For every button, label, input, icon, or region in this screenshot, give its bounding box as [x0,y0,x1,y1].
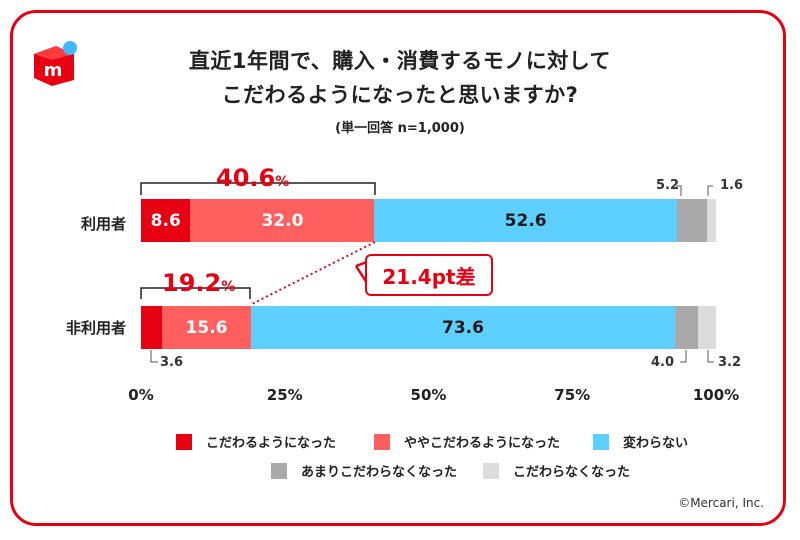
legend-swatch [593,433,609,450]
leader-5-2 [676,185,682,196]
bar-segment-r1-s1: 15.6 [161,306,252,349]
chart-subtitle: (単一回答 n=1,000) [335,121,465,136]
legend-item: こだわらなくなった [483,461,630,480]
total-label-users: 40.6% [216,164,290,192]
bar-segment-r0-s3 [676,199,707,242]
legend-swatch [271,462,287,479]
leader-3-6 [150,350,158,363]
leader-1-6 [707,185,713,196]
bar-value-label-r1-s0: 3.6 [160,355,184,370]
legend-label: あまりこだわらなくなった [301,465,458,480]
legend-item: こだわるようになった [176,432,336,451]
total-label-non-users: 19.2% [162,269,236,297]
row-label-users: 利用者 [80,215,126,233]
legend-item: ややこだわるようになった [374,432,560,451]
bar-value-label-r0-s4: 1.6 [720,178,744,193]
difference-connector [249,241,376,306]
mercari-logo-icon: m [34,41,77,86]
bar-segment-r0-s0: 8.6 [141,199,191,242]
legend-item: 変わらない [593,432,688,451]
bar-value-label-r0-s3: 5.2 [656,178,680,193]
x-tick-label: 100% [692,386,740,404]
legend-label: 変わらない [623,436,689,451]
bar-value-label-r1-s4: 3.2 [718,355,742,370]
bar-segment-r0-s2: 52.6 [374,199,677,242]
x-tick-label: 0% [128,386,154,404]
leader-4-0 [680,350,687,363]
x-tick-label: 50% [410,386,447,404]
legend-label: こだわるようになった [206,436,337,451]
chart-title-line1: 直近1年間で、購入・消費するモノに対して [188,49,612,73]
x-tick-label: 25% [266,386,303,404]
svg-text:m: m [44,60,63,81]
leader-3-2 [707,350,714,363]
chart-title-line2: こだわるようになったと思いますか? [221,83,579,107]
bar-segment-r0-s1: 32.0 [190,199,375,242]
x-tick-label: 75% [554,386,591,404]
legend-swatch [176,433,192,450]
bar-segment-r1-s2: 73.6 [251,306,675,349]
legend-swatch [483,462,499,479]
legend-label: ややこだわるようになった [404,436,561,451]
legend-swatch [374,433,390,450]
copyright-text: ©Mercari, Inc. [678,496,764,510]
legend-item: あまりこだわらなくなった [271,461,457,480]
bar-segment-r1-s3 [674,306,698,349]
legend-label: こだわらなくなった [513,465,631,480]
bar-segment-r0-s4 [706,199,716,242]
row-label-non-users: 非利用者 [65,319,126,337]
bar-segment-r1-s4 [697,306,716,349]
bracket-users [140,182,376,195]
difference-callout: 21.4pt差 [365,254,493,296]
bar-value-label-r1-s3: 4.0 [651,355,675,370]
bracket-non-users [140,287,251,299]
bar-segment-r1-s0 [141,306,162,349]
